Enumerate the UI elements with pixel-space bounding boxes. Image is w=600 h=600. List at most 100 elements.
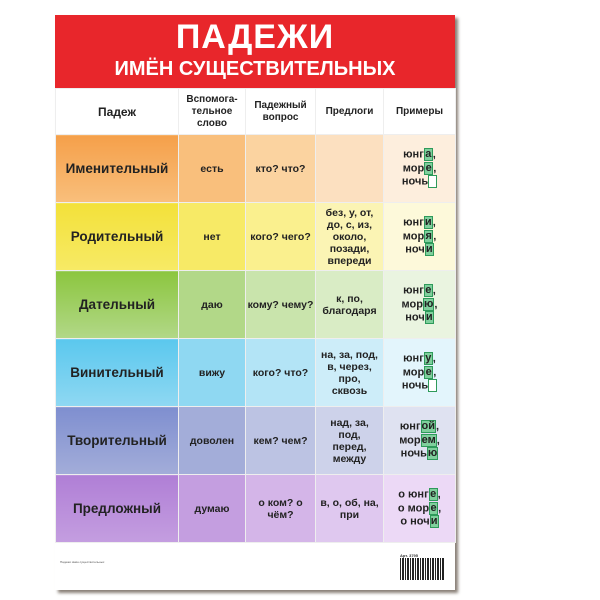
example-word: море, [384,161,455,175]
word-ending: и [424,243,434,257]
prepositions: к, по, благодаря [315,270,384,339]
word-ending: е [424,365,434,379]
case-name: Творительный [55,406,179,475]
aux-word: даю [178,270,246,339]
aux-word: вижу [178,338,246,407]
footer: Падежи имён существительных Арт. 3795 [55,550,455,590]
case-question: кто? что? [245,134,316,203]
word-stem: юнг [399,420,421,433]
examples: юнги, моря, ночи [383,202,456,271]
word-ending: ю [426,447,439,461]
example-word: ночь [384,175,455,189]
aux-word: доволен [178,406,246,475]
poster-title: ПАДЕЖИ ИМЁН СУЩЕСТВИТЕЛЬНЫХ [55,15,455,88]
example-word: ночи [384,243,455,257]
example-word: юнга, [384,148,455,162]
title-line1: ПАДЕЖИ [175,18,335,56]
word-ending [428,175,438,189]
examples: юнге, морю, ночи [383,270,456,339]
example-word: ночь [384,379,455,393]
comma: , [433,162,437,175]
table-row: Предложный думаю о ком? о чём? в, о, об, на… [55,474,456,543]
case-question: кем? чем? [245,406,316,475]
prepositions: без, у, от, до, с, из, около, позади, вп… [315,202,384,271]
example-word: ночью [384,447,455,461]
word-ending: и [429,515,439,529]
case-name: Дательный [55,270,179,339]
barcode [400,558,445,580]
comma: , [437,488,441,501]
case-question: кому? чему? [245,270,316,339]
table-row: Дательный даю кому? чему? к, по, благодаря ю… [55,270,456,339]
case-question: о ком? о чём? [245,474,316,543]
example-word: юнгу, [384,352,455,366]
word-stem: юнг [403,284,424,297]
word-ending: и [424,311,434,325]
prepositions: в, о, об, на, при [315,474,384,543]
table-row: Родительный нет кого? чего? без, у, от, до,… [55,202,456,271]
word-ending: у [423,352,433,366]
title-line2: ИМЁН СУЩЕСТВИТЕЛЬНЫХ [114,58,396,80]
comma: , [438,502,442,515]
examples: юнгой, морем, ночью [383,406,456,475]
word-ending: я [424,229,434,243]
word-ending: и [423,216,433,230]
comma: , [432,352,436,365]
word-stem: о юнг [398,488,429,501]
case-name: Именительный [55,134,179,203]
word-stem: юнг [403,148,424,161]
comma: , [434,298,438,311]
word-stem: ноч [405,311,425,324]
aux-word: есть [178,134,246,203]
word-ending: е [424,161,434,175]
example-word: юнги, [384,216,455,230]
word-stem: о ноч [400,515,430,528]
word-stem: ночь [401,379,429,392]
comma: , [436,420,440,433]
example-word: морем, [384,433,455,447]
comma: , [432,148,436,161]
aux-word: нет [178,202,246,271]
case-name: Винительный [55,338,179,407]
header-examples: Примеры [383,88,456,135]
word-stem: юнг [403,216,424,229]
comma: , [432,284,436,297]
example-word: море, [384,365,455,379]
word-ending: е [423,284,433,298]
word-ending: ой [420,420,437,434]
prepositions: над, за, под, перед, между [315,406,384,475]
word-ending: а [423,148,433,162]
case-name: Родительный [55,202,179,271]
example-word: о юнге, [384,488,455,502]
examples: о юнге, о море, о ночи [383,474,456,543]
case-question: кого? что? [245,338,316,407]
comma: , [433,230,437,243]
header-question: Падежный вопрос [245,88,316,135]
poster: ПАДЕЖИ ИМЁН СУЩЕСТВИТЕЛЬНЫХ Падеж Вспомо… [55,15,456,590]
case-name: Предложный [55,474,179,543]
header-prepositions: Предлоги [315,88,384,135]
word-stem: мор [402,162,425,175]
cases-table: Падеж Вспомога-тельное слово Падежный во… [55,88,456,543]
footer-article: Арт. 3795 [400,553,419,558]
prepositions: на, за, под, в, через, про, сквозь [315,338,384,407]
example-word: морю, [384,297,455,311]
table-row: Именительный есть кто? что? юнга, море, ночь [55,134,456,203]
table-row: Творительный доволен кем? чем? над, за, под… [55,406,456,475]
example-word: юнге, [384,284,455,298]
header-case: Падеж [55,88,179,135]
case-question: кого? чего? [245,202,316,271]
footer-product: Падежи имён существительных [60,560,105,564]
prepositions [315,134,384,203]
examples: юнга, море, ночь [383,134,456,203]
word-stem: юнг [403,352,424,365]
example-word: ночи [384,311,455,325]
example-word: моря, [384,229,455,243]
word-stem: мор [402,366,425,379]
word-ending: е [429,501,439,515]
example-word: юнгой, [384,420,455,434]
word-stem: о мор [397,502,430,515]
word-ending: е [428,488,438,502]
word-stem: мор [401,298,423,311]
comma: , [433,366,437,379]
